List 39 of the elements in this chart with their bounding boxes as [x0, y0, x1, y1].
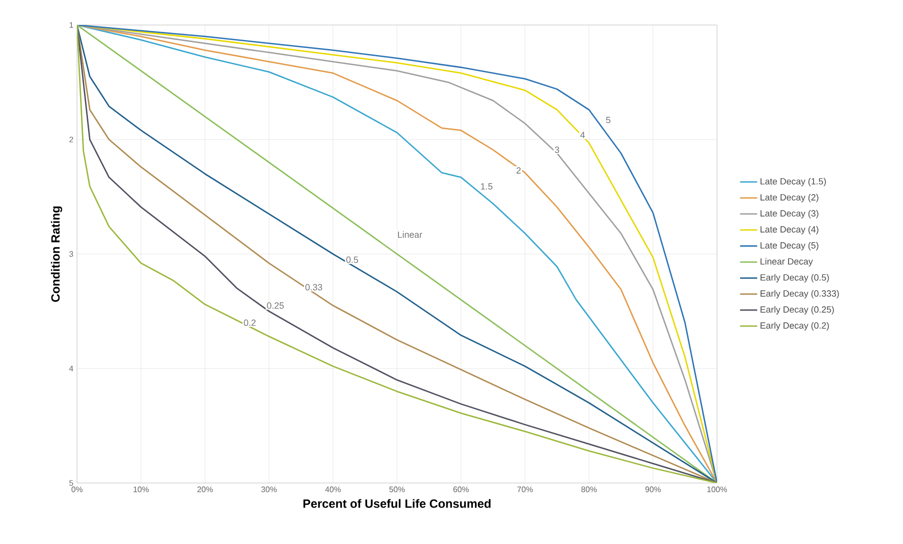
legend-label: Early Decay (0.25) — [760, 306, 834, 314]
legend-label: Late Decay (5) — [760, 242, 818, 250]
annotation: 5 — [606, 116, 610, 124]
x-tick-label: 40% — [325, 486, 341, 492]
annotation: 0.2 — [244, 320, 256, 326]
x-axis-title: Percent of Useful Life Consumed — [303, 499, 491, 508]
legend-label: Late Decay (3) — [760, 210, 818, 218]
legend-label: Late Decay (1.5) — [760, 178, 826, 186]
x-tick-label: 80% — [581, 486, 597, 492]
x-tick-label: 90% — [645, 486, 661, 492]
legend-label: Early Decay (0.333) — [760, 290, 839, 298]
annotation: Linear — [398, 231, 422, 238]
legend-label: Late Decay (4) — [760, 226, 818, 234]
x-tick-label: 0% — [72, 486, 82, 492]
x-tick-label: 100% — [707, 486, 727, 492]
y-tick-label: 1 — [70, 22, 74, 28]
annotation: 0.25 — [266, 302, 284, 309]
annotation: 1.5 — [481, 183, 492, 190]
x-tick-label: 60% — [453, 486, 469, 492]
y-tick-label: 4 — [69, 366, 74, 372]
annotation: 0.33 — [305, 284, 322, 290]
line-series — [77, 25, 718, 484]
x-tick-label: 70% — [517, 486, 533, 492]
x-tick-label: 10% — [134, 486, 149, 492]
x-tick-label: 30% — [261, 486, 277, 492]
legend-label: Early Decay (0.2) — [760, 322, 829, 330]
annotation: 4 — [580, 132, 585, 138]
legend-label: Linear Decay — [760, 258, 813, 266]
annotation: 3 — [554, 146, 560, 154]
legend-label: Late Decay (2) — [760, 194, 818, 202]
x-tick-label: 50% — [389, 486, 405, 492]
y-tick-label: 5 — [69, 480, 74, 486]
annotation: 2 — [516, 167, 521, 174]
y-tick-label: 3 — [69, 251, 74, 257]
legend-label: Early Decay (0.5) — [760, 274, 829, 282]
annotation: 0.5 — [346, 256, 358, 263]
y-axis-title: Condition Rating — [50, 206, 62, 302]
x-tick-label: 20% — [197, 486, 213, 492]
y-tick-label: 2 — [69, 136, 74, 142]
